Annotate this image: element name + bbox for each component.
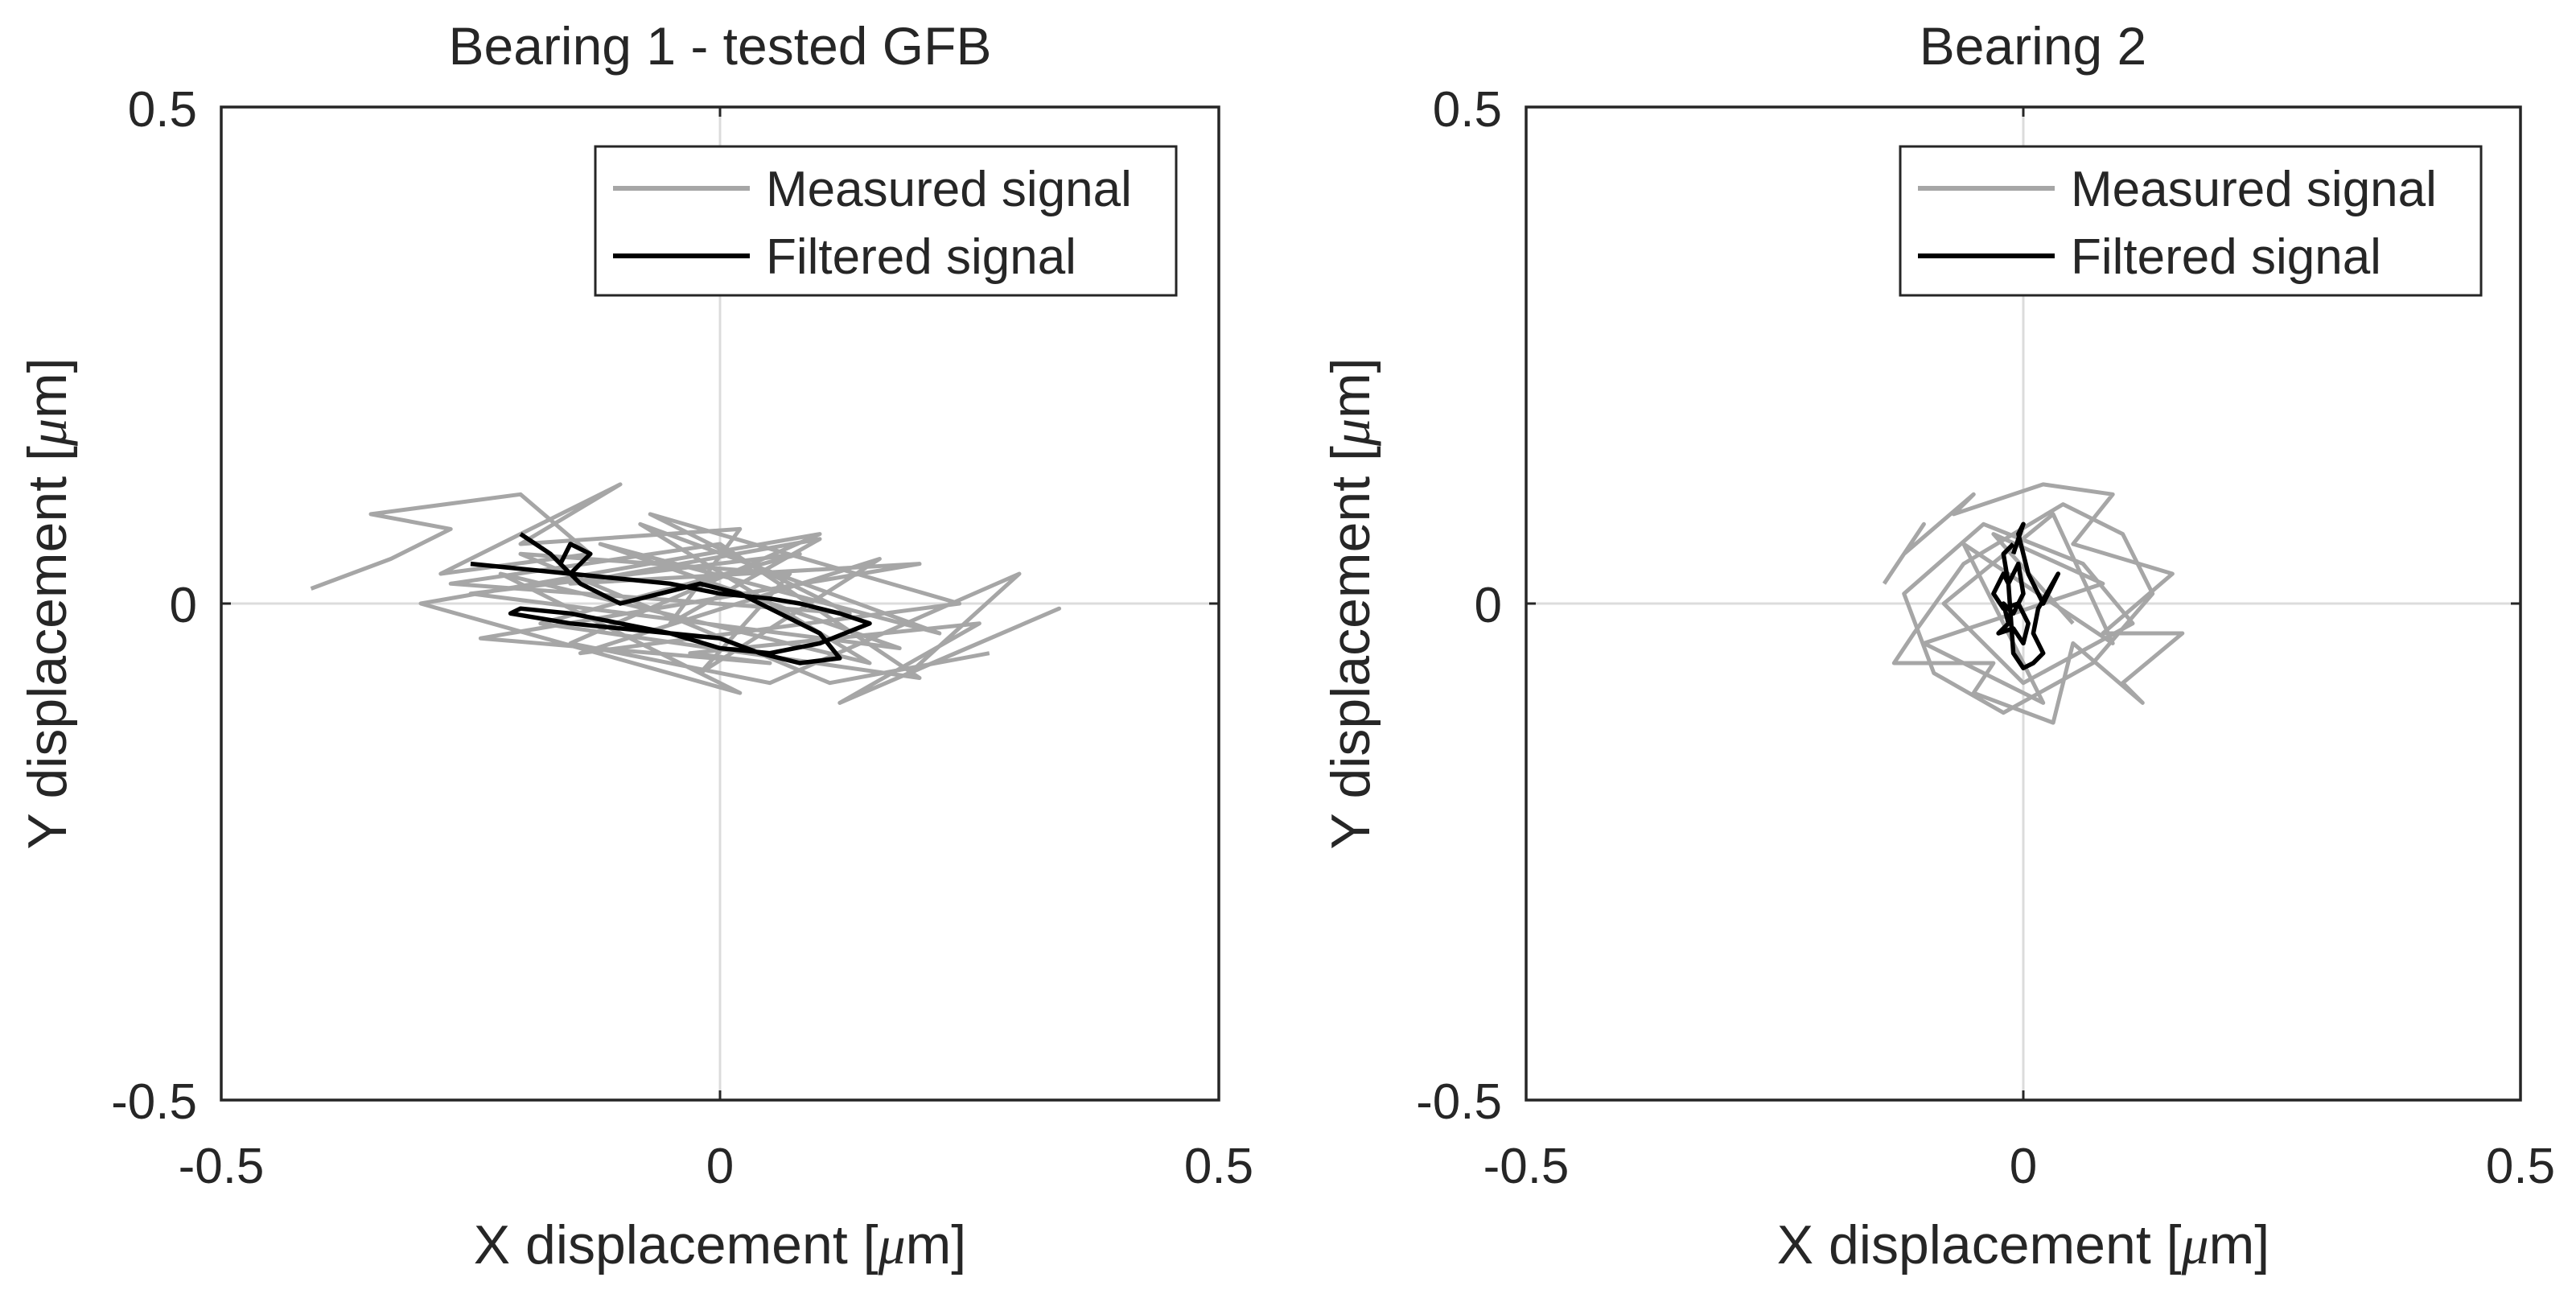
legend-label-measured: Measured signal [766, 162, 1132, 217]
y-tick-label: 0 [1475, 578, 1502, 633]
x-tick-label: 0.5 [2486, 1139, 2555, 1194]
series-measured-signal [1882, 482, 2185, 725]
y-tick-label: -0.5 [111, 1074, 197, 1130]
chart-title: Bearing 1 - tested GFB [449, 16, 992, 76]
legend: Measured signal Filtered signal [594, 145, 1178, 297]
chart-title: Bearing 2 [1920, 16, 2147, 76]
x-axis-label: X displacement [μm] [1777, 1214, 2269, 1275]
y-axis-label: Y displacement [μm] [17, 357, 78, 849]
legend-label-filtered: Filtered signal [2071, 229, 2381, 285]
series-layer [310, 482, 1062, 705]
x-tick-label: -0.5 [179, 1139, 265, 1194]
series-filtered-signal [470, 532, 872, 666]
y-tick-label: 0.5 [128, 82, 197, 138]
axis-ticks [221, 107, 1219, 1100]
x-tick-label: 0 [2010, 1139, 2037, 1194]
legend-label-measured: Measured signal [2071, 162, 2437, 217]
panel-bearing-1: Bearing 1 - tested GFB -0.5 0 0.5 0.5 0 … [17, 16, 1253, 1275]
y-tick-label: 0 [170, 578, 197, 633]
series-measured-signal [310, 482, 1062, 705]
x-tick-label: -0.5 [1483, 1139, 1570, 1194]
panel-bearing-2: Bearing 2 -0.5 0 0.5 0.5 0 -0.5 X displa… [1320, 16, 2555, 1275]
legend-label-filtered: Filtered signal [766, 229, 1076, 285]
x-tick-label: 0.5 [1184, 1139, 1253, 1194]
legend-box [594, 145, 1178, 297]
series-layer [1882, 482, 2185, 725]
series-filtered-signal [1991, 521, 2061, 670]
axis-ticks [1526, 107, 2520, 1100]
legend: Measured signal Filtered signal [1899, 145, 2483, 297]
legend-box [1899, 145, 2483, 297]
y-tick-label: 0.5 [1433, 82, 1502, 138]
y-tick-label: -0.5 [1416, 1074, 1502, 1130]
x-tick-label: 0 [706, 1139, 734, 1194]
x-axis-label: X displacement [μm] [474, 1214, 966, 1275]
y-axis-label: Y displacement [μm] [1320, 357, 1381, 849]
